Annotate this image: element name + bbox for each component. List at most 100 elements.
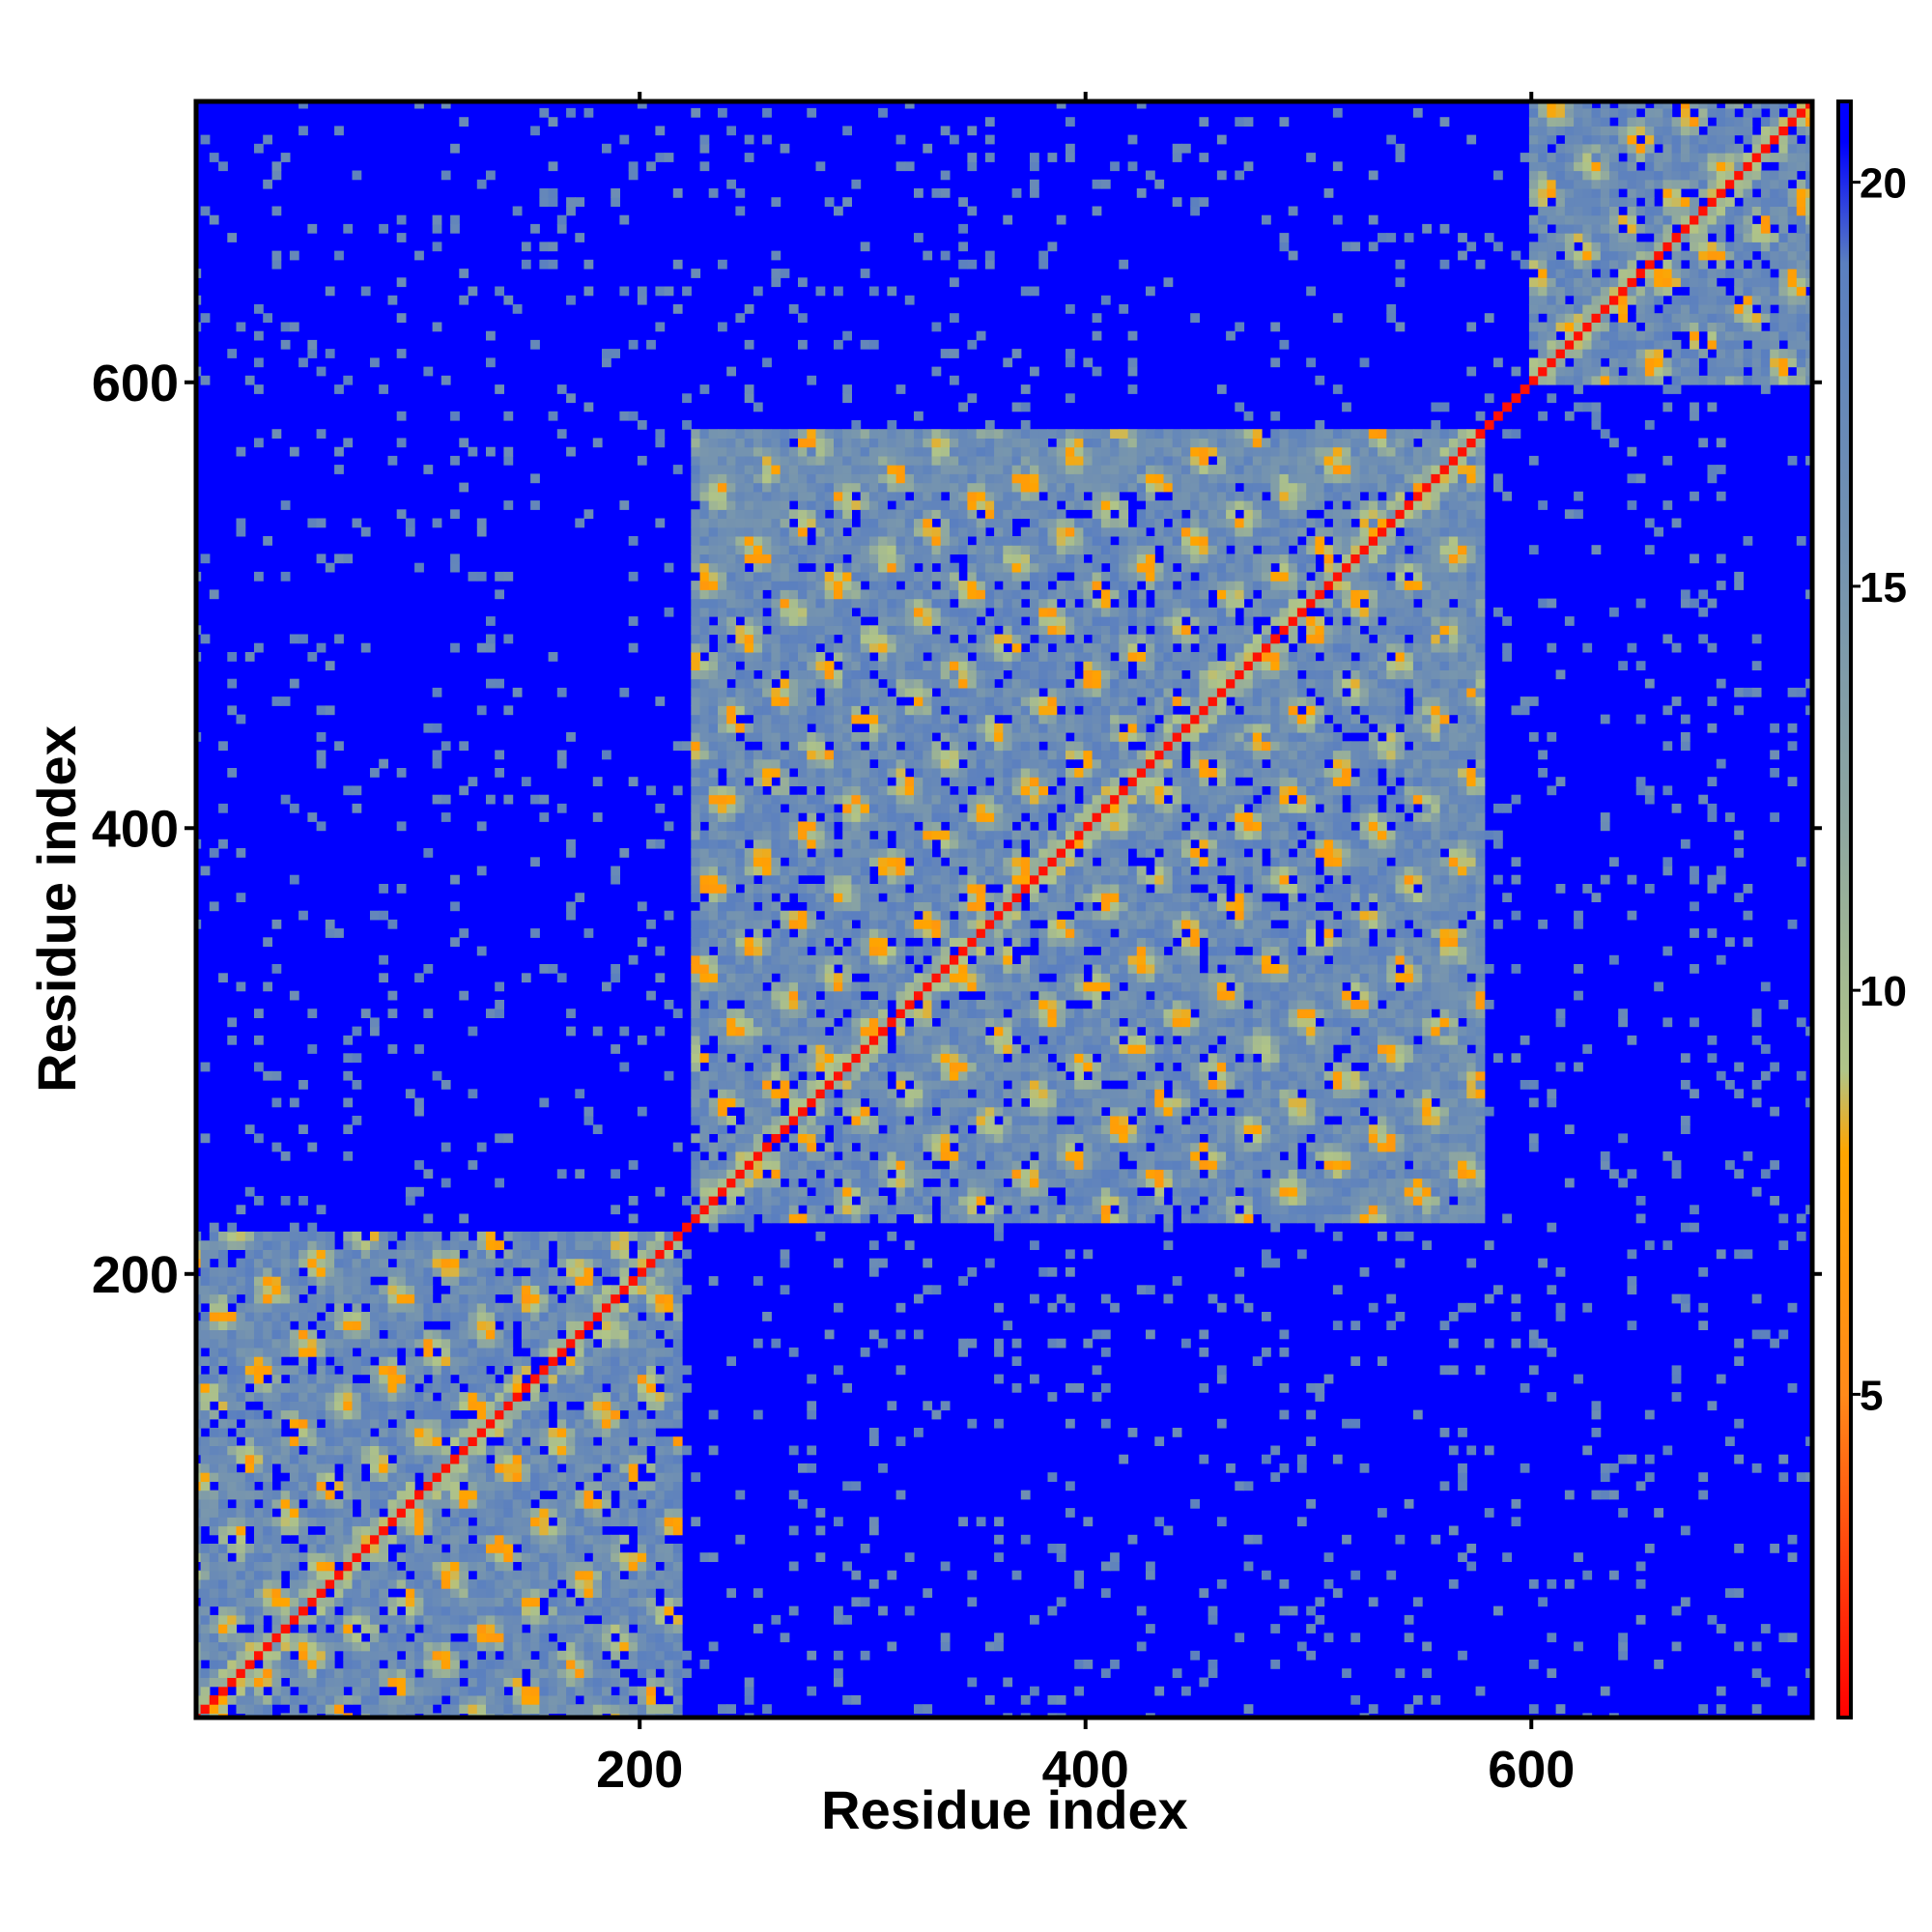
heatmap-cell xyxy=(860,1650,870,1661)
heatmap-cell xyxy=(307,1374,318,1384)
heatmap-cell xyxy=(619,1597,630,1607)
heatmap-cell xyxy=(708,1000,719,1009)
heatmap-cell xyxy=(788,1044,799,1054)
heatmap-cell xyxy=(583,1258,594,1268)
heatmap-cell xyxy=(780,732,790,742)
heatmap-cell xyxy=(868,1428,879,1437)
heatmap-cell xyxy=(744,642,754,653)
heatmap-cell xyxy=(352,1312,362,1321)
heatmap-cell xyxy=(602,1401,611,1411)
heatmap-cell xyxy=(691,607,701,617)
heatmap-cell xyxy=(468,1668,478,1678)
heatmap-cell xyxy=(298,1124,308,1134)
heatmap-cell xyxy=(379,1525,388,1536)
heatmap-cell xyxy=(512,1517,523,1527)
heatmap-cell xyxy=(726,919,736,929)
heatmap-cell xyxy=(708,696,719,706)
heatmap-cell xyxy=(396,1694,407,1705)
heatmap-cell xyxy=(414,1302,424,1313)
heatmap-cell xyxy=(628,1454,639,1464)
heatmap-cell xyxy=(218,1605,228,1616)
heatmap-cell xyxy=(771,1062,781,1072)
heatmap-cell xyxy=(771,821,781,832)
heatmap-cell xyxy=(440,1418,451,1429)
heatmap-cell xyxy=(271,1436,282,1446)
heatmap-cell xyxy=(753,286,763,297)
heatmap-cell xyxy=(298,1374,308,1384)
heatmap-cell xyxy=(691,981,701,992)
heatmap-cell xyxy=(227,1650,238,1661)
heatmap-cell xyxy=(468,1347,478,1357)
heatmap-cell xyxy=(699,838,710,849)
heatmap-cell xyxy=(343,1472,354,1482)
heatmap-cell xyxy=(834,866,843,876)
heatmap-cell xyxy=(646,1463,656,1473)
heatmap-cell xyxy=(414,1614,424,1625)
heatmap-cell xyxy=(450,1392,460,1402)
heatmap-cell xyxy=(735,723,746,733)
heatmap-cell xyxy=(450,1401,460,1411)
heatmap-cell xyxy=(592,1329,603,1340)
heatmap-cell xyxy=(602,1374,611,1384)
heatmap-cell xyxy=(360,1401,371,1411)
heatmap-cell xyxy=(834,598,843,609)
heatmap-cell xyxy=(788,571,799,582)
heatmap-cell xyxy=(218,1668,228,1678)
heatmap-cell xyxy=(468,1089,478,1099)
heatmap-cell xyxy=(771,857,781,867)
heatmap-cell xyxy=(196,1436,202,1446)
heatmap-cell xyxy=(566,1231,576,1241)
heatmap-cell xyxy=(699,973,710,983)
heatmap-cell xyxy=(780,794,790,805)
heatmap-cell xyxy=(691,723,701,733)
heatmap-cell xyxy=(227,1677,238,1688)
heatmap-cell xyxy=(387,1561,398,1572)
heatmap-cell xyxy=(396,233,407,242)
heatmap-cell xyxy=(521,1641,531,1652)
heatmap-cell xyxy=(307,1552,318,1562)
heatmap-cell xyxy=(387,1597,398,1607)
heatmap-cell xyxy=(432,1517,442,1527)
heatmap-cell xyxy=(744,785,754,796)
heatmap-cell xyxy=(842,821,852,832)
heatmap-cell xyxy=(611,1347,620,1357)
heatmap-cell xyxy=(236,1401,246,1411)
heatmap-cell xyxy=(851,678,862,689)
heatmap-cell xyxy=(762,669,772,680)
heatmap-cell xyxy=(476,1392,487,1402)
heatmap-cell xyxy=(476,1142,487,1152)
heatmap-cell xyxy=(396,313,407,323)
heatmap-cell xyxy=(583,259,594,270)
heatmap-cell xyxy=(788,857,799,867)
heatmap-cell xyxy=(762,946,772,956)
heatmap-cell xyxy=(583,1490,594,1500)
heatmap-cell xyxy=(735,1169,746,1179)
heatmap-cell xyxy=(655,1436,666,1446)
heatmap-cell xyxy=(334,1392,344,1402)
heatmap-cell xyxy=(307,1660,318,1669)
heatmap-cell xyxy=(512,1231,523,1241)
heatmap-cell xyxy=(780,143,790,154)
heatmap-cell xyxy=(851,928,862,938)
heatmap-cell xyxy=(646,1276,656,1286)
heatmap-cell xyxy=(691,554,701,564)
heatmap-cell xyxy=(254,1677,264,1688)
heatmap-cell xyxy=(780,446,790,457)
heatmap-cell xyxy=(868,1133,879,1144)
heatmap-cell xyxy=(548,1570,558,1580)
heatmap-cell xyxy=(423,1472,434,1482)
heatmap-cell xyxy=(592,1454,603,1464)
heatmap-cell xyxy=(440,1302,451,1313)
heatmap-cell xyxy=(271,1668,282,1678)
heatmap-cell xyxy=(450,1454,460,1464)
heatmap-cell xyxy=(619,411,630,421)
heatmap-cell xyxy=(289,1561,299,1572)
heatmap-cell xyxy=(762,446,772,457)
heatmap-cell xyxy=(495,1133,504,1144)
heatmap-cell xyxy=(370,357,380,368)
heatmap-cell xyxy=(771,1133,781,1144)
heatmap-cell xyxy=(664,1445,674,1456)
heatmap-cell xyxy=(556,1508,567,1518)
heatmap-cell xyxy=(726,1080,736,1090)
heatmap-cell xyxy=(396,277,407,288)
